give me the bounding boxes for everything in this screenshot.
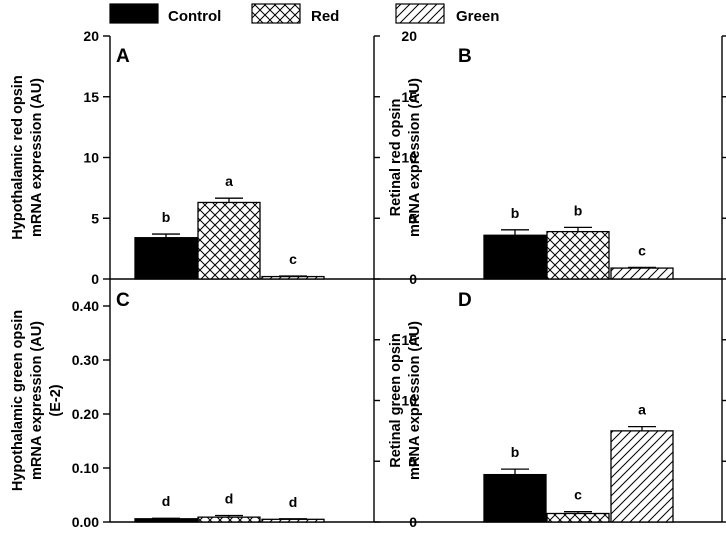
- y-tick-label: 20: [83, 28, 99, 44]
- y-tick-label: 5: [409, 453, 417, 469]
- y-tick-label: 5: [409, 210, 417, 226]
- bar-red: [546, 230, 610, 280]
- y-axis-title-line: mRNA expression (AU): [407, 78, 423, 237]
- y-tick-label: 15: [83, 89, 99, 105]
- y-axis-title-line: mRNA expression (AU): [29, 78, 45, 237]
- bar-green: [610, 267, 674, 280]
- y-tick-label: 10: [401, 393, 417, 409]
- significance-letter-red: c: [574, 487, 582, 503]
- y-tick-label: 0.10: [72, 460, 99, 476]
- y-axis-title-line: Hypothalamic red opsin: [10, 75, 26, 239]
- y-axis-title-line: mRNA expression (AU): [407, 321, 423, 480]
- bar-control: [483, 473, 547, 523]
- legend-label-red: Red: [311, 8, 339, 25]
- y-tick-label: 5: [91, 210, 99, 226]
- y-axis-title-line: Hypothalamic green opsin: [10, 310, 26, 491]
- bar-red: [197, 516, 261, 523]
- panel-letter-a: A: [116, 46, 130, 67]
- y-tick-label: 15: [401, 89, 417, 105]
- significance-letter-control: d: [162, 493, 171, 509]
- panel-b-retinal-red-opsin: B 0 5 10 15 20 Retinal red opsin mRNA expressio…: [374, 28, 726, 287]
- legend-label-green: Green: [456, 8, 499, 25]
- y-tick-label: 10: [401, 150, 417, 166]
- y-tick-label: 0.00: [72, 514, 99, 530]
- legend-swatch-green: [395, 3, 445, 24]
- y-tick-label: 0.40: [72, 298, 99, 314]
- legend-swatch-control: [109, 3, 159, 24]
- bar-red: [197, 201, 261, 280]
- y-axis-title-line: Retinal red opsin: [388, 99, 404, 217]
- y-tick-label: 15: [401, 332, 417, 348]
- legend: Control Red Green: [109, 3, 499, 25]
- bar-control: [134, 237, 198, 280]
- significance-letter-red: d: [225, 491, 234, 507]
- significance-letter-green: c: [638, 242, 646, 258]
- bar-control: [483, 234, 547, 280]
- y-axis-title-line: Retinal green opsin: [388, 333, 404, 468]
- significance-letter-control: b: [511, 444, 520, 460]
- y-axis-title-line: (E-2): [48, 384, 64, 416]
- significance-letter-red: b: [574, 202, 583, 218]
- y-tick-label: 0.30: [72, 352, 99, 368]
- y-tick-label: 0: [409, 271, 417, 287]
- legend-swatch-red: [251, 3, 301, 24]
- bar-red: [546, 512, 610, 523]
- y-tick-label: 0: [91, 271, 99, 287]
- legend-label-control: Control: [168, 8, 221, 25]
- significance-letter-control: b: [162, 209, 171, 225]
- panel-letter-c: C: [116, 290, 130, 311]
- y-axis-title-line: mRNA expression (AU): [29, 321, 45, 480]
- y-tick-label: 0: [409, 514, 417, 530]
- bar-green: [610, 430, 674, 523]
- bar-control: [134, 518, 198, 523]
- significance-letter-green: a: [638, 402, 646, 418]
- y-tick-label: 10: [83, 150, 99, 166]
- bar-green: [261, 275, 325, 280]
- panel-letter-b: B: [458, 46, 472, 67]
- panel-letter-d: D: [458, 290, 472, 311]
- significance-letter-green: d: [289, 494, 298, 510]
- significance-letter-red: a: [225, 173, 233, 189]
- y-tick-label: 0.20: [72, 406, 99, 422]
- y-tick-label: 20: [401, 28, 417, 44]
- panel-a-hypothalamic-red-opsin: A 0 5 10 15 20 Hypothalamic red opsin mRNA expr…: [10, 28, 325, 287]
- significance-letter-control: b: [511, 205, 520, 221]
- bar-green: [261, 518, 325, 523]
- panel-c-hypothalamic-green-opsin: C 0.00 0.10 0.20 0.30 0.40 Hypothalamic green …: [10, 290, 325, 530]
- significance-letter-green: c: [289, 251, 297, 267]
